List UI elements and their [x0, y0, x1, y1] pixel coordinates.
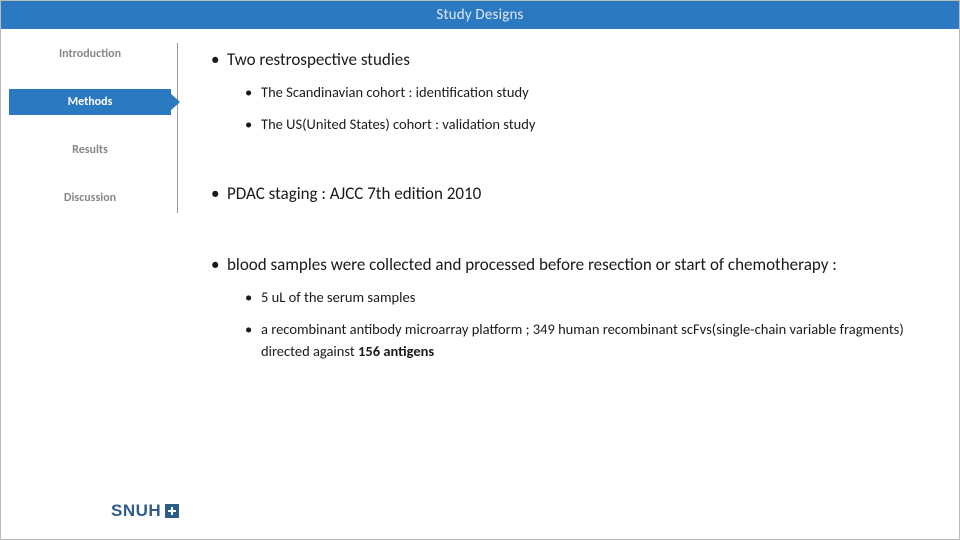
sidebar-divider [177, 43, 178, 213]
bullet-pdac-staging: PDAC staging : AJCC 7th edition 2010 [211, 183, 919, 206]
bullet-serum-volume: 5 uL of the serum samples [245, 287, 919, 309]
bullet-text: blood samples were collected and process… [227, 254, 837, 275]
slide: Study Designs Introduction Methods Resul… [0, 0, 960, 540]
nav-item-introduction[interactable]: Introduction [9, 41, 171, 67]
bullet-us-cohort: The US(United States) cohort : validatio… [245, 114, 919, 136]
content-area: Two restrospective studies The Scandinav… [211, 49, 919, 519]
logo-text: SNUH [111, 501, 161, 521]
nav-item-discussion[interactable]: Discussion [9, 185, 171, 211]
nav-item-methods[interactable]: Methods [9, 89, 171, 115]
spacer [211, 155, 919, 183]
sidebar-nav: Introduction Methods Results Discussion [1, 41, 177, 233]
bullet-text-bold: 156 antigens [358, 342, 434, 360]
bullet-text: Two restrospective studies [227, 49, 410, 70]
logo: SNUH [111, 501, 179, 521]
title-bar: Study Designs [1, 1, 959, 29]
logo-cross-icon [165, 504, 179, 518]
nav-item-results[interactable]: Results [9, 137, 171, 163]
spacer [211, 226, 919, 254]
bullet-scandinavian-cohort: The Scandinavian cohort : identification… [245, 82, 919, 104]
bullet-blood-samples: blood samples were collected and process… [211, 254, 919, 362]
bullet-two-studies: Two restrospective studies The Scandinav… [211, 49, 919, 135]
bullet-microarray-platform: a recombinant antibody microarray platfo… [245, 319, 919, 363]
slide-title: Study Designs [436, 6, 523, 24]
